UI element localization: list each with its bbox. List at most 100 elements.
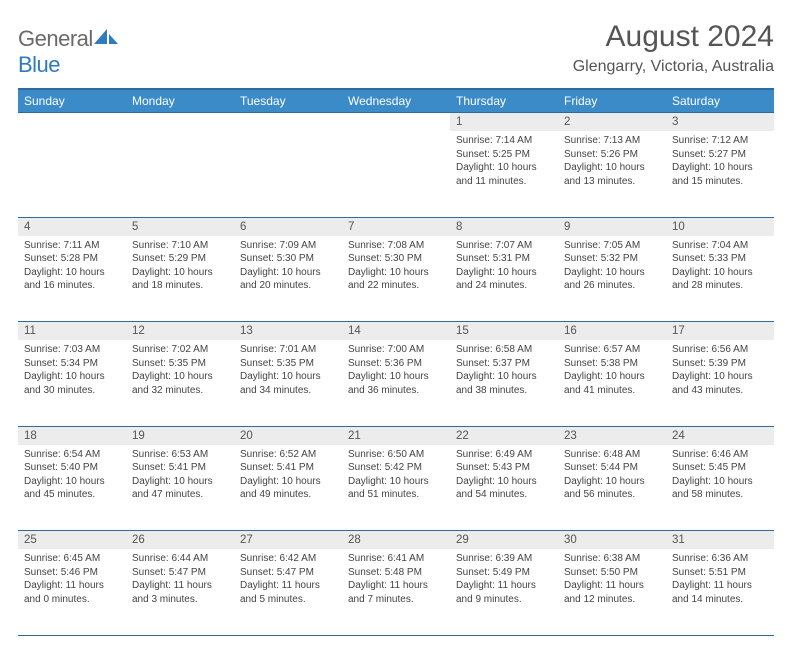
sunrise-text: Sunrise: 6:50 AM — [348, 448, 444, 462]
daylight-line2: and 18 minutes. — [132, 279, 228, 293]
day-number-row: 25262728293031 — [18, 531, 774, 550]
daylight-line1: Daylight: 11 hours — [456, 579, 552, 593]
sunrise-text: Sunrise: 7:14 AM — [456, 134, 552, 148]
day-cell: Sunrise: 6:52 AMSunset: 5:41 PMDaylight:… — [234, 445, 342, 531]
sunrise-text: Sunrise: 6:54 AM — [24, 448, 120, 462]
sail-icon — [93, 28, 119, 46]
day-details: Sunrise: 6:42 AMSunset: 5:47 PMDaylight:… — [234, 549, 342, 610]
location-subtitle: Glengarry, Victoria, Australia — [573, 58, 774, 76]
calendar-page: General Blue August 2024 Glengarry, Vict… — [0, 0, 792, 646]
sunrise-text: Sunrise: 7:00 AM — [348, 343, 444, 357]
day-number: 25 — [24, 534, 37, 546]
sunrise-text: Sunrise: 7:02 AM — [132, 343, 228, 357]
sunset-text: Sunset: 5:29 PM — [132, 252, 228, 266]
daylight-line2: and 49 minutes. — [240, 488, 336, 502]
daylight-line1: Daylight: 10 hours — [456, 475, 552, 489]
day-details: Sunrise: 7:01 AMSunset: 5:35 PMDaylight:… — [234, 340, 342, 401]
sunrise-text: Sunrise: 7:09 AM — [240, 239, 336, 253]
col-thursday: Thursday — [450, 89, 558, 113]
day-cell: Sunrise: 6:45 AMSunset: 5:46 PMDaylight:… — [18, 549, 126, 635]
sunset-text: Sunset: 5:34 PM — [24, 357, 120, 371]
sunrise-text: Sunrise: 6:49 AM — [456, 448, 552, 462]
daylight-line2: and 24 minutes. — [456, 279, 552, 293]
logo-word-blue: Blue — [18, 52, 60, 77]
day-number-row: 45678910 — [18, 217, 774, 236]
day-details: Sunrise: 6:46 AMSunset: 5:45 PMDaylight:… — [666, 445, 774, 506]
day-number-cell — [126, 113, 234, 132]
day-details: Sunrise: 7:02 AMSunset: 5:35 PMDaylight:… — [126, 340, 234, 401]
sunset-text: Sunset: 5:48 PM — [348, 566, 444, 580]
daylight-line2: and 22 minutes. — [348, 279, 444, 293]
daylight-line2: and 32 minutes. — [132, 384, 228, 398]
page-header: General Blue August 2024 Glengarry, Vict… — [18, 20, 774, 78]
day-content-row: Sunrise: 6:54 AMSunset: 5:40 PMDaylight:… — [18, 445, 774, 531]
day-number-cell: 24 — [666, 426, 774, 445]
day-number-cell: 11 — [18, 322, 126, 341]
daylight-line1: Daylight: 10 hours — [672, 266, 768, 280]
day-details: Sunrise: 6:52 AMSunset: 5:41 PMDaylight:… — [234, 445, 342, 506]
daylight-line2: and 54 minutes. — [456, 488, 552, 502]
sunset-text: Sunset: 5:51 PM — [672, 566, 768, 580]
day-cell: Sunrise: 7:02 AMSunset: 5:35 PMDaylight:… — [126, 340, 234, 426]
day-content-row: Sunrise: 7:11 AMSunset: 5:28 PMDaylight:… — [18, 236, 774, 322]
day-number-cell: 10 — [666, 217, 774, 236]
day-cell: Sunrise: 7:13 AMSunset: 5:26 PMDaylight:… — [558, 131, 666, 217]
day-number-cell: 21 — [342, 426, 450, 445]
day-number: 11 — [24, 325, 36, 337]
daylight-line2: and 34 minutes. — [240, 384, 336, 398]
sunrise-text: Sunrise: 7:08 AM — [348, 239, 444, 253]
daylight-line1: Daylight: 10 hours — [240, 370, 336, 384]
daylight-line1: Daylight: 10 hours — [240, 266, 336, 280]
day-details: Sunrise: 6:39 AMSunset: 5:49 PMDaylight:… — [450, 549, 558, 610]
day-details: Sunrise: 7:04 AMSunset: 5:33 PMDaylight:… — [666, 236, 774, 297]
day-cell: Sunrise: 6:39 AMSunset: 5:49 PMDaylight:… — [450, 549, 558, 635]
sunset-text: Sunset: 5:39 PM — [672, 357, 768, 371]
sunset-text: Sunset: 5:32 PM — [564, 252, 660, 266]
day-details: Sunrise: 6:38 AMSunset: 5:50 PMDaylight:… — [558, 549, 666, 610]
daylight-line2: and 16 minutes. — [24, 279, 120, 293]
daylight-line2: and 26 minutes. — [564, 279, 660, 293]
day-cell: Sunrise: 6:38 AMSunset: 5:50 PMDaylight:… — [558, 549, 666, 635]
month-title: August 2024 — [573, 20, 774, 54]
day-number: 13 — [240, 325, 253, 337]
daylight-line2: and 41 minutes. — [564, 384, 660, 398]
day-cell: Sunrise: 6:57 AMSunset: 5:38 PMDaylight:… — [558, 340, 666, 426]
day-number: 16 — [564, 325, 577, 337]
sunset-text: Sunset: 5:28 PM — [24, 252, 120, 266]
sunset-text: Sunset: 5:44 PM — [564, 461, 660, 475]
calendar-table: Sunday Monday Tuesday Wednesday Thursday… — [18, 88, 774, 636]
day-cell: Sunrise: 7:11 AMSunset: 5:28 PMDaylight:… — [18, 236, 126, 322]
daylight-line1: Daylight: 11 hours — [132, 579, 228, 593]
day-number-cell: 17 — [666, 322, 774, 341]
col-saturday: Saturday — [666, 89, 774, 113]
sunset-text: Sunset: 5:36 PM — [348, 357, 444, 371]
sunset-text: Sunset: 5:26 PM — [564, 148, 660, 162]
daylight-line1: Daylight: 10 hours — [132, 266, 228, 280]
day-number: 9 — [564, 221, 570, 233]
day-number-cell: 1 — [450, 113, 558, 132]
day-number-row: 18192021222324 — [18, 426, 774, 445]
day-cell: Sunrise: 7:00 AMSunset: 5:36 PMDaylight:… — [342, 340, 450, 426]
day-number: 3 — [672, 116, 678, 128]
day-content-row: Sunrise: 7:14 AMSunset: 5:25 PMDaylight:… — [18, 131, 774, 217]
day-number: 28 — [348, 534, 361, 546]
daylight-line1: Daylight: 11 hours — [24, 579, 120, 593]
sunset-text: Sunset: 5:35 PM — [240, 357, 336, 371]
day-number: 5 — [132, 221, 138, 233]
day-details: Sunrise: 6:57 AMSunset: 5:38 PMDaylight:… — [558, 340, 666, 401]
day-number: 14 — [348, 325, 361, 337]
sunset-text: Sunset: 5:43 PM — [456, 461, 552, 475]
day-cell — [234, 131, 342, 217]
sunset-text: Sunset: 5:30 PM — [240, 252, 336, 266]
sunset-text: Sunset: 5:33 PM — [672, 252, 768, 266]
daylight-line2: and 20 minutes. — [240, 279, 336, 293]
day-content-row: Sunrise: 6:45 AMSunset: 5:46 PMDaylight:… — [18, 549, 774, 635]
day-number: 20 — [240, 430, 253, 442]
day-number: 4 — [24, 221, 30, 233]
daylight-line2: and 51 minutes. — [348, 488, 444, 502]
day-number: 12 — [132, 325, 145, 337]
day-number-cell — [234, 113, 342, 132]
daylight-line1: Daylight: 10 hours — [456, 266, 552, 280]
day-details: Sunrise: 6:50 AMSunset: 5:42 PMDaylight:… — [342, 445, 450, 506]
day-details: Sunrise: 6:44 AMSunset: 5:47 PMDaylight:… — [126, 549, 234, 610]
